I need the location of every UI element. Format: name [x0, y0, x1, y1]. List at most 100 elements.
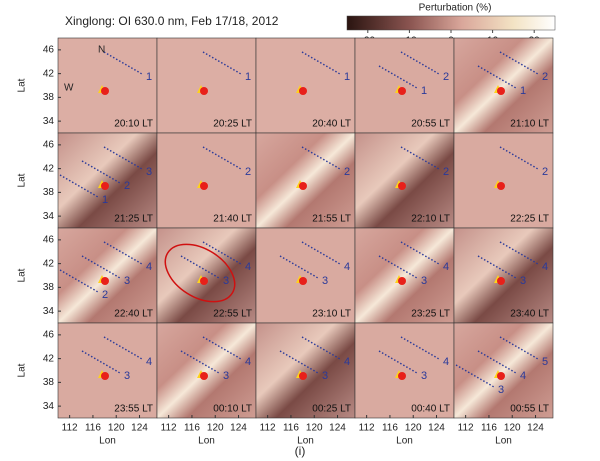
wave-label: 4 [344, 261, 350, 273]
panel-time: 00:10 LT [213, 404, 252, 415]
wave-front [103, 336, 143, 360]
y-tick-label: 38 [43, 92, 55, 103]
x-tick-label: 120 [108, 423, 125, 434]
y-tick-label: 34 [43, 116, 55, 127]
wave-label: 3 [223, 275, 229, 287]
y-axis-label: Lat [17, 173, 28, 187]
north-label: N [98, 45, 105, 56]
station-dot [398, 372, 406, 380]
y-tick-label: 42 [43, 68, 55, 79]
wave-front [202, 336, 242, 360]
x-tick-label: 112 [260, 423, 276, 434]
panel: 2 22:10 LT [354, 132, 455, 229]
wave-label: 1 [102, 194, 108, 206]
panel-time: 22:55 LT [213, 309, 252, 320]
wave-front [59, 174, 99, 198]
wave-front [180, 255, 220, 279]
wave-label: 2 [443, 166, 449, 178]
panel: 2 22:25 LT [453, 132, 554, 229]
wave-front [81, 255, 121, 279]
panel: 4 3 23:40 LT [453, 227, 554, 324]
panel-time: 21:40 LT [213, 214, 252, 225]
wave-label: 3 [124, 370, 130, 382]
wave-label: 1 [245, 71, 251, 83]
wave-front [202, 51, 242, 75]
y-tick-label: 42 [43, 163, 55, 174]
wave-label: 4 [245, 356, 251, 368]
y-axis-label: Lat [17, 268, 28, 282]
panel-time: 21:55 LT [312, 214, 351, 225]
wave-label: 4 [146, 356, 152, 368]
x-tick-label: 116 [481, 423, 497, 434]
wave-label: 3 [322, 275, 328, 287]
station-dot [200, 372, 208, 380]
wave-label: 5 [542, 356, 548, 368]
wave-front [378, 255, 418, 279]
panel-time: 22:40 LT [114, 309, 153, 320]
panel-time: 20:10 LT [114, 119, 153, 130]
wave-label: 1 [421, 85, 427, 97]
panel-time: 23:40 LT [510, 309, 549, 320]
y-tick-label: 46 [43, 45, 55, 56]
panel-time: 20:55 LT [411, 119, 450, 130]
wave-label: 2 [124, 180, 130, 192]
panel-time: 00:40 LT [411, 404, 450, 415]
x-tick-label: 112 [161, 423, 177, 434]
y-tick-label: 46 [43, 235, 55, 246]
panel-time: 23:55 LT [114, 404, 153, 415]
wave-front [202, 146, 242, 170]
panel: 2 1 21:10 LT [453, 37, 554, 134]
station-dot [200, 182, 208, 190]
wave-front [477, 350, 517, 374]
station-dot [299, 372, 307, 380]
wave-label: 4 [542, 261, 548, 273]
station-dot [398, 87, 406, 95]
panel: 4 3 00:40 LT [354, 322, 455, 419]
panel-time: 23:25 LT [411, 309, 450, 320]
x-tick-label: 116 [184, 423, 200, 434]
wave-label: 2 [344, 166, 350, 178]
wave-label: 1 [520, 85, 526, 97]
wave-front [400, 146, 440, 170]
panel-time: 22:25 LT [510, 214, 549, 225]
panel: 3 2 1 21:25 LT [57, 132, 158, 229]
panel: 5 4 3 00:55 LT [453, 322, 554, 419]
highlight [164, 243, 236, 303]
wave-front [301, 146, 341, 170]
y-tick-label: 38 [43, 187, 55, 198]
wave-front [59, 269, 99, 293]
station-dot [299, 277, 307, 285]
wave-label: 4 [443, 356, 449, 368]
wave-label: 3 [124, 275, 130, 287]
wave-front [279, 255, 319, 279]
wave-label: 2 [443, 71, 449, 83]
x-tick-label: 116 [382, 423, 398, 434]
y-tick-label: 34 [43, 401, 55, 412]
panel: 4 3 23:55 LT [57, 322, 158, 419]
x-tick-label: 120 [306, 423, 323, 434]
wave-front [81, 350, 121, 374]
y-tick-label: 46 [43, 330, 55, 341]
x-axis-label: Lon [396, 436, 413, 447]
x-tick-label: 124 [230, 423, 247, 434]
wave-front [301, 336, 341, 360]
wave-label: 3 [146, 166, 152, 178]
wave-front [202, 241, 242, 265]
panel-time: 00:25 LT [312, 404, 351, 415]
y-tick-label: 38 [43, 377, 55, 388]
y-tick-label: 34 [43, 211, 55, 222]
caption: (i) [295, 444, 306, 458]
wave-label: 2 [542, 71, 548, 83]
wave-label: 4 [443, 261, 449, 273]
x-axis-label: Lon [198, 436, 215, 447]
x-tick-label: 112 [458, 423, 474, 434]
station-dot [299, 182, 307, 190]
panel: 1 20:10 LT N W [57, 37, 158, 134]
wave-label: 3 [421, 275, 427, 287]
wave-label: 3 [520, 275, 526, 287]
wave-label: 4 [520, 370, 526, 382]
x-axis-label: Lon [99, 436, 116, 447]
y-axis-label: Lat [17, 363, 28, 377]
panel: 4 3 23:10 LT [255, 227, 356, 324]
wave-label: 4 [344, 356, 350, 368]
